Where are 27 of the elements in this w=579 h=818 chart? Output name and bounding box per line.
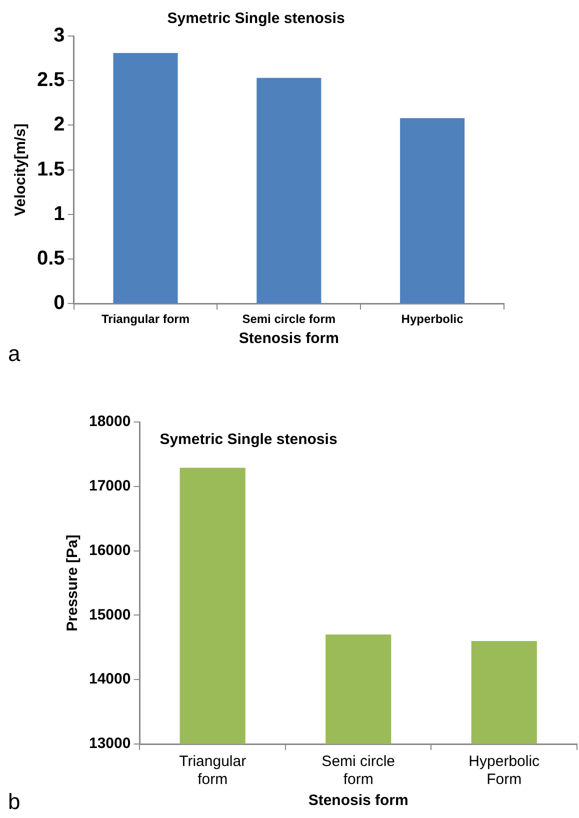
y-tick-label: 15000	[88, 606, 131, 624]
x-tick-label: Hyperbolic	[401, 312, 464, 326]
x-tick-label: Triangular form	[179, 753, 246, 788]
chart-title: Symetric Single stenosis	[167, 10, 345, 28]
y-tick-label: 2	[54, 114, 65, 136]
y-tick-label: 3	[54, 24, 65, 47]
y-tick-label: 1.5	[36, 158, 65, 180]
y-tick-label: 17000	[88, 478, 131, 495]
y-axis-title: Velocity[m/s]	[12, 124, 30, 216]
x-tick-label: Semi circle form	[322, 753, 396, 788]
y-tick-label: 0	[54, 292, 65, 314]
y-tick-label: 14000	[88, 670, 131, 688]
y-tick-label: 2.5	[36, 69, 65, 92]
y-axis-title: Pressure [Pa]	[64, 534, 82, 632]
x-tick-label: Triangular form	[101, 312, 190, 326]
text: Symetric Single stenosis	[160, 431, 338, 448]
y-tick-label: 0.5	[36, 248, 65, 270]
y-tick-label: 16000	[88, 542, 131, 559]
x-tick-label: Semi circle form	[242, 312, 336, 326]
x-tick-label: Hyperbolic Form	[468, 753, 540, 788]
text: a	[8, 341, 21, 366]
y-tick-label: 13000	[88, 735, 131, 752]
y-tick-label: 18000	[88, 413, 131, 430]
y-tick-label: 1	[54, 202, 65, 225]
x-axis-title: Stenosis form	[238, 330, 339, 348]
text: b	[8, 789, 20, 814]
x-axis-title: Stenosis form	[308, 792, 408, 810]
